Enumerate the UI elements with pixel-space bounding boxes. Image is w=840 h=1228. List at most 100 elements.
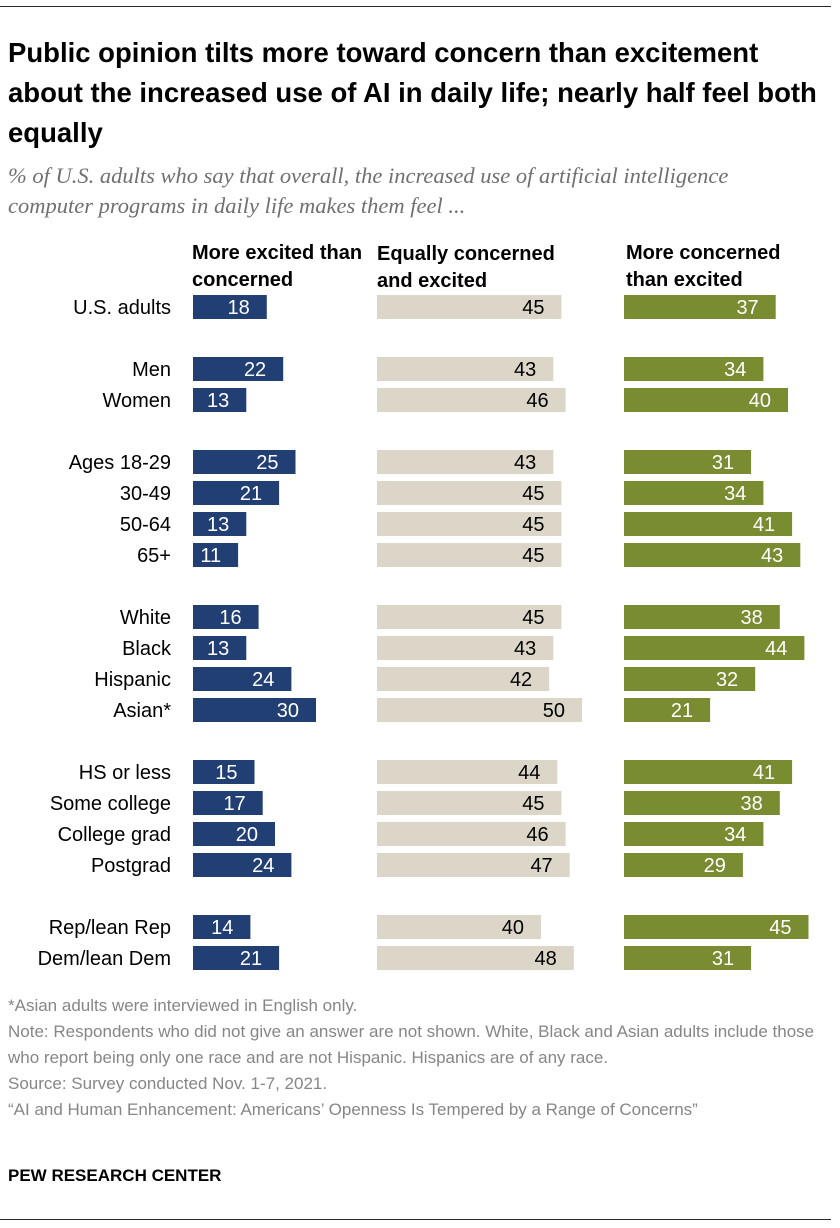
value-label-concerned-u-s-adults: 37 xyxy=(736,297,758,319)
value-label-excited-30-49: 21 xyxy=(240,483,262,505)
bar-concerned-hispanic xyxy=(624,667,756,691)
row-label-college-grad: College grad xyxy=(58,824,171,846)
bar-concerned-hs-or-less xyxy=(624,760,793,784)
value-label-equal-postgrad: 47 xyxy=(530,855,552,877)
row-label-u-s-adults: U.S. adults xyxy=(73,297,171,319)
row-label-dem-lean-dem: Dem/lean Dem xyxy=(38,948,171,970)
report-title-note: “AI and Human Enhancement: Americans’ Op… xyxy=(8,1100,698,1119)
row-label-65: 65+ xyxy=(137,545,171,567)
value-label-excited-ages-18-29: 25 xyxy=(256,452,278,474)
bar-concerned-postgrad xyxy=(624,853,743,877)
bar-excited-asian xyxy=(193,698,316,722)
row-label-postgrad: Postgrad xyxy=(91,855,171,877)
value-label-equal-30-49: 45 xyxy=(522,483,544,505)
bar-excited-black xyxy=(193,636,247,660)
bar-equal-30-49 xyxy=(377,481,562,505)
bar-equal-rep-lean-rep xyxy=(377,915,541,939)
value-label-excited-50-64: 13 xyxy=(207,514,229,536)
value-label-concerned-women: 40 xyxy=(749,390,771,412)
bar-excited-65 xyxy=(193,543,239,567)
bar-concerned-50-64 xyxy=(624,512,793,536)
value-label-excited-college-grad: 20 xyxy=(236,824,258,846)
row-label-men: Men xyxy=(132,359,171,381)
bar-excited-women xyxy=(193,388,247,412)
value-label-excited-hispanic: 24 xyxy=(252,669,274,691)
bar-equal-women xyxy=(377,388,566,412)
value-label-equal-college-grad: 46 xyxy=(526,824,548,846)
value-label-excited-white: 16 xyxy=(219,607,241,629)
bar-equal-65 xyxy=(377,543,562,567)
value-label-concerned-30-49: 34 xyxy=(724,483,746,505)
row-label-women: Women xyxy=(102,390,171,412)
bar-excited-white xyxy=(193,605,259,629)
bar-excited-college-grad xyxy=(193,822,275,846)
value-label-equal-white: 45 xyxy=(522,607,544,629)
bar-equal-dem-lean-dem xyxy=(377,946,574,970)
bar-equal-hispanic xyxy=(377,667,550,691)
row-label-some-college: Some college xyxy=(50,793,171,815)
row-label-50-64: 50-64 xyxy=(120,514,171,536)
top-rule xyxy=(0,6,831,7)
bar-concerned-asian xyxy=(624,698,711,722)
bar-equal-hs-or-less xyxy=(377,760,558,784)
value-label-excited-men: 22 xyxy=(244,359,266,381)
value-label-excited-asian: 30 xyxy=(277,700,299,722)
value-label-concerned-white: 38 xyxy=(741,607,763,629)
row-label-white: White xyxy=(120,607,171,629)
value-label-equal-black: 43 xyxy=(514,638,536,660)
value-label-equal-u-s-adults: 45 xyxy=(522,297,544,319)
bar-concerned-women xyxy=(624,388,788,412)
bar-equal-ages-18-29 xyxy=(377,450,554,474)
value-label-excited-hs-or-less: 15 xyxy=(215,762,237,784)
bar-excited-postgrad xyxy=(193,853,292,877)
bar-concerned-some-college xyxy=(624,791,780,815)
notes-section: *Asian adults were interviewed in Englis… xyxy=(8,993,833,1123)
value-label-equal-asian: 50 xyxy=(543,700,565,722)
column-header-excited: More excited than concerned xyxy=(192,242,363,291)
bar-concerned-men xyxy=(624,357,764,381)
bar-concerned-black xyxy=(624,636,805,660)
bar-excited-rep-lean-rep xyxy=(193,915,251,939)
source-note: Source: Survey conducted Nov. 1-7, 2021. xyxy=(8,1074,328,1093)
bar-concerned-u-s-adults xyxy=(624,295,776,319)
bar-excited-u-s-adults xyxy=(193,295,267,319)
value-label-concerned-rep-lean-rep: 45 xyxy=(769,917,791,939)
value-label-excited-65: 11 xyxy=(200,545,221,567)
value-label-concerned-some-college: 38 xyxy=(741,793,763,815)
bar-equal-postgrad xyxy=(377,853,570,877)
value-label-concerned-ages-18-29: 31 xyxy=(712,452,734,474)
bar-excited-hs-or-less xyxy=(193,760,255,784)
row-label-black: Black xyxy=(122,638,172,660)
value-label-excited-u-s-adults: 18 xyxy=(228,297,250,319)
bar-excited-dem-lean-dem xyxy=(193,946,280,970)
bar-concerned-white xyxy=(624,605,780,629)
methodology-note: Note: Respondents who did not give an an… xyxy=(8,1022,815,1067)
value-label-equal-some-college: 45 xyxy=(522,793,544,815)
value-label-equal-rep-lean-rep: 40 xyxy=(502,917,524,939)
row-label-asian: Asian* xyxy=(113,700,171,722)
bar-equal-black xyxy=(377,636,554,660)
value-label-equal-ages-18-29: 43 xyxy=(514,452,536,474)
value-label-concerned-65: 43 xyxy=(761,545,783,567)
row-label-hs-or-less: HS or less xyxy=(79,762,171,784)
bar-equal-college-grad xyxy=(377,822,566,846)
value-label-equal-hispanic: 42 xyxy=(510,669,532,691)
column-header-equal: Equally concerned and excited xyxy=(377,243,555,292)
value-label-concerned-postgrad: 29 xyxy=(704,855,726,877)
value-label-equal-men: 43 xyxy=(514,359,536,381)
bar-excited-some-college xyxy=(193,791,263,815)
value-label-concerned-hispanic: 32 xyxy=(716,669,738,691)
row-label-rep-lean-rep: Rep/lean Rep xyxy=(49,917,171,939)
bar-concerned-rep-lean-rep xyxy=(624,915,809,939)
asterisk-note: *Asian adults were interviewed in Englis… xyxy=(8,996,358,1015)
bar-excited-ages-18-29 xyxy=(193,450,296,474)
value-label-excited-dem-lean-dem: 21 xyxy=(240,948,262,970)
bar-equal-men xyxy=(377,357,554,381)
bottom-rule xyxy=(0,1219,831,1220)
chart-title: Public opinion tilts more toward concern… xyxy=(8,37,817,148)
bar-excited-hispanic xyxy=(193,667,292,691)
bar-excited-men xyxy=(193,357,284,381)
value-label-excited-women: 13 xyxy=(207,390,229,412)
bar-concerned-ages-18-29 xyxy=(624,450,752,474)
value-label-excited-some-college: 17 xyxy=(223,793,245,815)
